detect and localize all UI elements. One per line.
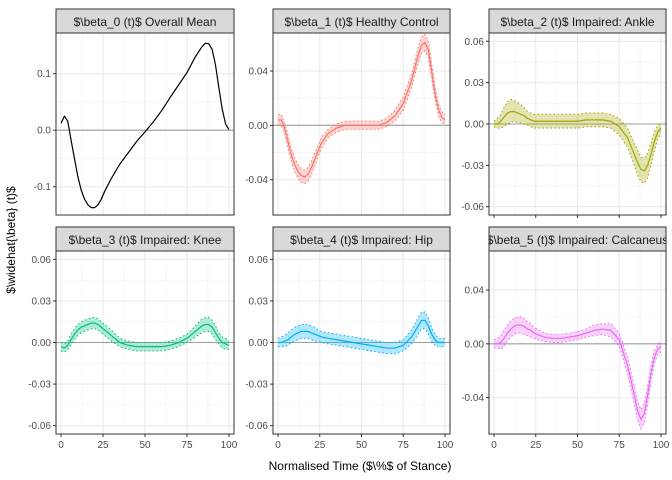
y-tick-label: 0.06 (32, 255, 52, 266)
x-tick-label: 0 (275, 440, 281, 451)
x-tick-label: 100 (653, 440, 670, 451)
y-tick-label: 0.03 (249, 296, 269, 307)
y-tick-label: 0.00 (465, 339, 485, 350)
y-tick-label: 0.06 (465, 37, 485, 48)
panel-title: $\beta_0 (t)$ Overall Mean (74, 15, 217, 29)
panels: $\beta_0 (t)$ Overall Mean-0.10.00.1$\be… (28, 8, 670, 451)
x-tick-label: 50 (572, 440, 584, 451)
band-upper-line (60, 317, 230, 345)
facet-panel: $\beta_4 (t)$ Impaired: Hip -0.06 -0.03 0.0… (245, 226, 454, 451)
panel-title: $\beta_1 (t)$ Healthy Control (284, 15, 438, 29)
y-tick-label: -0.03 (461, 161, 484, 172)
y-tick-label: -0.06 (245, 421, 268, 432)
y-tick-label: -0.06 (28, 421, 51, 432)
strip-background (488, 226, 667, 252)
x-tick-label: 100 (221, 440, 238, 451)
strip-background (488, 8, 667, 34)
band-lower-line (494, 332, 662, 430)
band-lower-line (278, 328, 445, 355)
x-tick-label: 75 (398, 440, 410, 451)
y-tick-label: 0.03 (32, 296, 52, 307)
y-tick-label: -0.04 (245, 175, 268, 186)
y-tick-label: 0.00 (465, 120, 485, 131)
x-tick-label: 100 (437, 440, 454, 451)
y-tick-label: 0.00 (249, 121, 269, 132)
strip-background (55, 226, 235, 252)
estimate-line (60, 322, 230, 349)
y-tick-label: -0.06 (461, 202, 484, 213)
confidence-band (494, 316, 661, 429)
x-tick-label: 25 (314, 440, 326, 451)
facet-panel: $\beta_3 (t)$ Impaired: Knee -0.06 -0.03 0.… (28, 226, 238, 451)
facet-panel: $\beta_1 (t)$ Healthy Control -0.04 0.00 0.… (245, 8, 451, 216)
estimate-line (60, 42, 230, 209)
confidence-band (278, 312, 445, 354)
confidence-band (61, 317, 229, 353)
confidence-band (494, 99, 661, 184)
panel-border (272, 32, 451, 216)
x-tick-label: 75 (614, 440, 626, 451)
facet-panel: $\beta_0 (t)$ Overall Mean -0.1 0.0 0.1 (34, 8, 235, 216)
y-tick-label: -0.04 (461, 393, 484, 404)
band-upper-line (278, 33, 446, 171)
estimate-line (494, 110, 662, 172)
y-tick-label: 0.03 (465, 78, 485, 89)
band-lower-line (278, 49, 446, 185)
y-tick-label: 0.04 (465, 286, 485, 297)
strip-background (272, 8, 451, 34)
y-tick-label: 0.0 (37, 126, 51, 137)
panel-title: $\beta_5 (t)$ Impaired: Calcaneus (487, 233, 668, 247)
x-tick-label: 0 (58, 440, 64, 451)
band-upper-line (493, 98, 662, 160)
x-tick-label: 50 (139, 440, 151, 451)
strip-background (55, 8, 235, 34)
x-tick-label: 25 (530, 440, 542, 451)
x-axis-title: Normalised Time ($\%$ of Stance) (269, 459, 452, 473)
estimate-line (494, 324, 662, 420)
y-tick-label: 0.1 (37, 69, 51, 80)
x-tick-label: 0 (491, 440, 497, 451)
y-tick-label: 0.00 (32, 338, 52, 349)
x-tick-label: 75 (181, 440, 193, 451)
band-upper-line (277, 311, 445, 343)
y-tick-label: 0.04 (249, 67, 269, 78)
y-tick-label: 0.06 (249, 255, 269, 266)
y-tick-label: -0.1 (34, 182, 52, 193)
panel-border (55, 32, 235, 216)
estimate-line (278, 41, 446, 178)
facet-panel: $\beta_2 (t)$ Impaired: Ankle -0.06 -0.03 0… (461, 8, 667, 218)
panel-title: $\beta_2 (t)$ Impaired: Ankle (500, 15, 654, 29)
estimate-line (278, 319, 445, 349)
x-tick-label: 50 (356, 440, 368, 451)
x-tick-label: 25 (97, 440, 109, 451)
y-tick-label: -0.03 (28, 380, 51, 391)
y-tick-label: -0.03 (245, 380, 268, 391)
panel-title: $\beta_4 (t)$ Impaired: Hip (290, 233, 433, 247)
y-tick-label: 0.00 (249, 338, 269, 349)
facet-panel: $\beta_5 (t)$ Impaired: Calcaneus -0.04 0.… (461, 226, 670, 451)
panel-title: $\beta_3 (t)$ Impaired: Knee (69, 233, 222, 247)
band-lower-line (493, 120, 662, 184)
y-axis-title: $\widehat{\beta} (t)$ (4, 186, 18, 294)
